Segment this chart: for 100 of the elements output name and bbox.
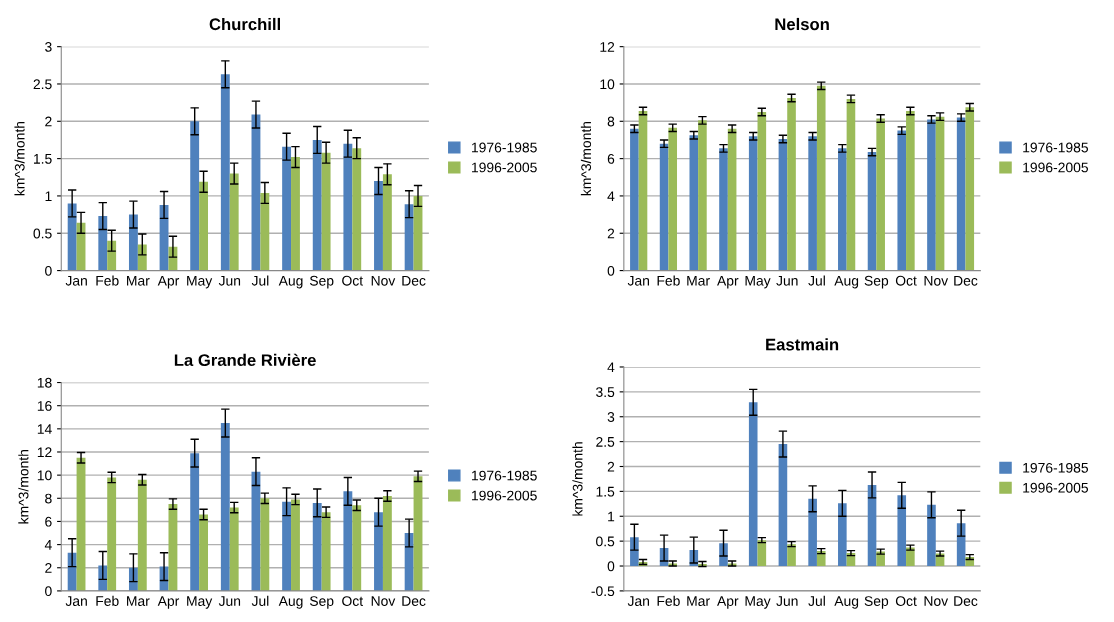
- y-tick-label: 2: [45, 563, 52, 573]
- x-tick-label: Feb: [96, 595, 119, 606]
- bar: [352, 505, 362, 591]
- bar: [260, 192, 270, 271]
- y-tick-label: 3: [45, 41, 52, 52]
- y-tick-label: 2: [607, 461, 615, 472]
- bar: [808, 136, 817, 271]
- bar: [229, 507, 239, 591]
- chart-title: Nelson: [775, 17, 829, 31]
- bar: [220, 74, 230, 271]
- y-tick-label: 0: [607, 561, 615, 572]
- x-tick-label: May: [745, 596, 771, 609]
- bar: [374, 181, 383, 271]
- legend-label: 1976-1985: [472, 142, 537, 153]
- y-tick-label: 10: [600, 79, 615, 90]
- bar: [906, 111, 915, 271]
- bar: [220, 423, 230, 591]
- bar: [787, 97, 796, 271]
- bar: [659, 143, 669, 271]
- y-tick-label: 0: [607, 265, 615, 276]
- x-tick-label: Jun: [776, 596, 798, 606]
- x-tick-label: Oct: [895, 275, 917, 286]
- y-axis-title: km^3/month: [572, 442, 583, 516]
- y-tick-label: 10: [37, 470, 52, 481]
- y-axis-title: km^3/month: [580, 121, 592, 196]
- bar: [965, 107, 975, 271]
- x-tick-label: Dec: [402, 596, 426, 606]
- y-tick-label: 12: [37, 447, 52, 458]
- bar: [748, 402, 758, 567]
- x-tick-label: Dec: [954, 596, 978, 606]
- bar: [413, 476, 423, 591]
- bar: [668, 127, 678, 271]
- y-tick-label: 3: [607, 412, 615, 422]
- y-tick-label: 1.5: [34, 154, 52, 164]
- bar: [282, 146, 292, 271]
- bar: [778, 444, 788, 567]
- bar: [251, 114, 261, 271]
- bar: [956, 117, 966, 271]
- x-tick-label: Nov: [371, 596, 396, 606]
- bar: [291, 157, 300, 271]
- y-tick-label: 8: [45, 493, 52, 504]
- x-tick-label: Oct: [342, 596, 363, 606]
- bar: [630, 128, 639, 271]
- bar: [229, 173, 239, 271]
- legend-label: 1996-2005: [472, 490, 537, 501]
- y-tick-label: 6: [607, 153, 615, 164]
- x-tick-label: Dec: [402, 275, 426, 286]
- bar: [374, 512, 383, 591]
- x-tick-label: Aug: [278, 275, 303, 289]
- x-tick-label: May: [187, 275, 213, 289]
- legend-label: 1996-2005: [1023, 482, 1089, 493]
- x-tick-label: Aug: [278, 596, 303, 609]
- bar: [291, 499, 300, 591]
- y-tick-label: 2.5: [596, 436, 615, 447]
- bar: [199, 181, 209, 271]
- y-tick-label: 0.5: [33, 228, 52, 239]
- bar: [67, 203, 77, 271]
- bar: [816, 85, 826, 271]
- y-tick-label: 2.5: [33, 79, 52, 90]
- x-tick-label: Mar: [687, 275, 710, 286]
- bar: [689, 135, 699, 271]
- x-tick-label: Nov: [371, 275, 396, 286]
- bar: [698, 120, 707, 271]
- bar: [321, 152, 331, 271]
- y-tick-label: 3.5: [596, 387, 615, 398]
- chart-title: La Grande Rivière: [174, 353, 316, 367]
- bar: [98, 565, 108, 591]
- bar: [757, 111, 767, 271]
- bar: [719, 148, 728, 271]
- x-tick-label: Apr: [717, 275, 739, 289]
- bar: [808, 498, 817, 567]
- bar: [638, 111, 648, 271]
- y-tick-label: 12: [600, 41, 615, 52]
- y-tick-label: 4: [44, 540, 52, 550]
- x-tick-label: Sep: [864, 275, 889, 289]
- x-tick-label: Jun: [218, 596, 241, 606]
- y-tick-label: 0: [45, 586, 52, 597]
- bar: [897, 130, 907, 271]
- bar: [727, 128, 737, 271]
- legend-label: 1976-1985: [1023, 462, 1089, 473]
- x-tick-label: Apr: [157, 275, 180, 289]
- bar: [343, 143, 353, 271]
- bar: [927, 504, 936, 567]
- bar: [787, 544, 796, 567]
- y-tick-label: 2: [45, 116, 52, 127]
- x-tick-label: Jan: [627, 596, 649, 606]
- y-tick-label: 1: [45, 191, 52, 201]
- chart-title: Eastmain: [766, 338, 839, 351]
- bar: [382, 495, 392, 591]
- legend-label: 1996-2005: [472, 162, 537, 173]
- bar: [897, 495, 907, 567]
- y-tick-label: 6: [45, 516, 52, 527]
- bar: [748, 136, 758, 271]
- y-tick-label: 2: [607, 228, 615, 239]
- bar: [199, 514, 209, 591]
- bar: [935, 116, 945, 271]
- bar: [321, 512, 331, 591]
- bar: [190, 453, 200, 591]
- bar: [260, 498, 270, 591]
- x-tick-label: Mar: [687, 596, 710, 606]
